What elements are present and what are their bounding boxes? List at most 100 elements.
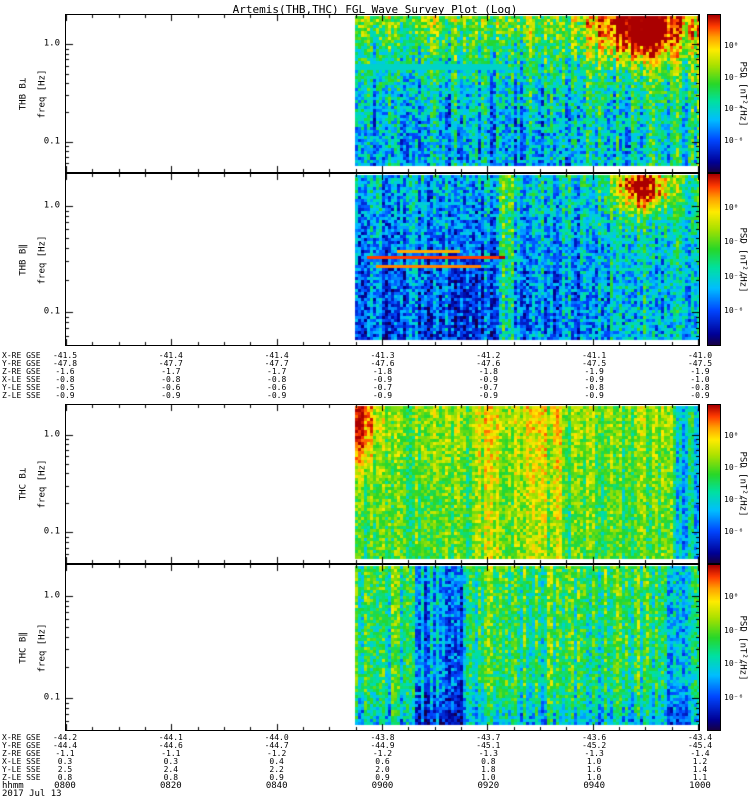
colorbar-tick-label-thc-bpar-2: 10⁻⁴ — [724, 659, 744, 669]
spectrogram-canvas-thb-bperp — [66, 15, 699, 172]
ephemeris-value-thb-4-4: -0.7 — [478, 383, 498, 392]
time-tick-label-4: 0920 — [477, 781, 500, 791]
ephemeris-value-thc-4-2: 2.2 — [269, 765, 284, 774]
ephemeris-value-thc-5-1: 0.8 — [163, 773, 179, 782]
colorbar-tick-label-thb-bpar-1: 10⁻² — [724, 237, 744, 247]
ephemeris-value-thc-4-5: 1.6 — [586, 765, 602, 774]
ephemeris-value-thc-2-5: -1.3 — [584, 749, 604, 758]
freq-axis-label-thb-bperp: freq [Hz] — [37, 69, 48, 118]
y-tick-label-thb-bperp-1: 0.1 — [43, 136, 60, 147]
ephemeris-value-thb-4-2: -0.6 — [267, 383, 287, 392]
colorbar-tick-label-thc-bpar-0: 10⁰ — [724, 592, 739, 602]
time-tick-label-1: 0820 — [159, 781, 182, 791]
spectrogram-panel-thc-bpar — [65, 564, 700, 731]
ephemeris-value-thc-1-4: -45.1 — [476, 741, 501, 750]
ephemeris-value-thc-3-6: 1.2 — [692, 757, 708, 766]
ephemeris-value-thc-3-2: 0.4 — [269, 757, 284, 766]
ephemeris-value-thb-3-3: -0.9 — [372, 375, 393, 384]
ephemeris-value-thc-5-0: 0.8 — [57, 773, 73, 782]
spectrogram-canvas-thc-bperp — [66, 405, 699, 563]
ephemeris-value-thc-0-3: -43.8 — [370, 733, 395, 742]
ephemeris-value-thc-2-3: -1.2 — [372, 749, 393, 758]
colorbar-thb-bpar — [707, 173, 721, 346]
ephemeris-value-thc-5-2: 0.9 — [269, 773, 284, 782]
freq-axis-label-thb-bpar: freq [Hz] — [37, 235, 48, 284]
ephemeris-row-label-thc-5: Z-LE SSE — [2, 773, 41, 782]
colorbar-tick-label-thc-bperp-3: 10⁻⁶ — [724, 527, 744, 536]
ephemeris-value-thc-1-1: -44.6 — [158, 741, 183, 750]
ephemeris-value-thb-2-5: -1.9 — [584, 367, 604, 376]
ephemeris-value-thc-4-3: 2.0 — [375, 765, 390, 774]
colorbar-gradient-thb-bperp — [708, 15, 720, 172]
ephemeris-value-thb-0-3: -41.3 — [370, 351, 395, 360]
ephemeris-value-thc-2-2: -1.2 — [267, 749, 287, 758]
ephemeris-value-thc-3-0: 0.3 — [57, 757, 73, 766]
ephemeris-value-thc-4-6: 1.4 — [692, 765, 708, 774]
ephemeris-value-thc-2-6: -1.4 — [690, 749, 710, 758]
colorbar-thc-bperp — [707, 404, 721, 564]
time-axis-unit-label: hhmm — [2, 781, 24, 791]
ephemeris-value-thb-0-5: -41.1 — [582, 351, 607, 360]
ephemeris-value-thb-2-4: -1.8 — [478, 367, 498, 376]
ephemeris-value-thb-4-6: -0.8 — [690, 383, 710, 392]
ephemeris-value-thc-0-5: -43.6 — [582, 733, 607, 742]
colorbar-axis-label-thc-bpar: PSD [nT²/Hz] — [737, 614, 748, 681]
ephemeris-value-thb-2-2: -1.7 — [267, 367, 287, 376]
panel-label-thc-bpar: THC B∥ — [18, 631, 29, 664]
y-tick-label-thb-bperp-0: 1.0 — [43, 38, 60, 49]
ephemeris-value-thc-1-3: -44.9 — [370, 741, 395, 750]
time-tick-label-2: 0840 — [265, 781, 288, 791]
ephemeris-value-thc-4-4: 1.8 — [481, 765, 496, 774]
ephemeris-value-thb-2-3: -1.8 — [372, 367, 393, 376]
ephemeris-row-label-thb-4: Y-LE SSE — [2, 383, 41, 392]
ephemeris-value-thc-0-4: -43.7 — [476, 733, 501, 742]
colorbar-thc-bpar — [707, 564, 721, 731]
y-tick-label-thc-bperp-1: 0.1 — [43, 526, 60, 537]
ephemeris-value-thc-1-6: -45.4 — [687, 741, 713, 750]
ephemeris-value-thb-3-6: -1.0 — [690, 375, 710, 384]
ephemeris-value-thb-1-6: -47.5 — [687, 359, 713, 368]
time-tick-label-6: 1000 — [689, 781, 711, 791]
ephemeris-value-thb-1-2: -47.7 — [264, 359, 289, 368]
ephemeris-row-label-thc-3: X-LE SSE — [2, 757, 41, 766]
ephemeris-value-thb-4-0: -0.5 — [55, 383, 75, 392]
ephemeris-value-thb-4-5: -0.8 — [584, 383, 604, 392]
ephemeris-row-label-thc-0: X-RE GSE — [2, 733, 41, 742]
ephemeris-value-thc-2-4: -1.3 — [478, 749, 498, 758]
ephemeris-value-thb-0-2: -41.4 — [264, 351, 289, 360]
ephemeris-value-thb-5-1: -0.9 — [161, 391, 181, 400]
ephemeris-value-thc-1-0: -44.4 — [52, 741, 78, 750]
ephemeris-value-thb-0-0: -41.5 — [52, 351, 78, 360]
panel-label-thc-bperp: THC B⊥ — [18, 467, 29, 501]
colorbar-tick-label-thc-bperp-1: 10⁻² — [724, 463, 744, 472]
ephemeris-value-thb-4-3: -0.7 — [372, 383, 393, 392]
ephemeris-value-thc-3-3: 0.6 — [375, 757, 390, 766]
ephemeris-row-label-thc-4: Y-LE SSE — [2, 765, 41, 774]
date-label: 2017 Jul 13 — [2, 789, 62, 799]
colorbar-tick-label-thc-bperp-0: 10⁰ — [724, 431, 739, 440]
ephemeris-value-thb-1-3: -47.6 — [370, 359, 395, 368]
ephemeris-value-thc-3-1: 0.3 — [163, 757, 179, 766]
ephemeris-row-label-thb-2: Z-RE GSE — [2, 367, 41, 376]
ephemeris-row-label-thc-1: Y-RE GSE — [2, 741, 41, 750]
y-tick-label-thc-bpar-1: 0.1 — [43, 692, 60, 703]
ephemeris-value-thc-0-2: -44.0 — [264, 733, 289, 742]
ephemeris-value-thb-1-1: -47.7 — [158, 359, 183, 368]
ephemeris-value-thc-1-5: -45.2 — [582, 741, 607, 750]
ephemeris-row-label-thb-5: Z-LE SSE — [2, 391, 41, 400]
time-tick-label-3: 0900 — [371, 781, 394, 791]
ephemeris-value-thc-0-1: -44.1 — [158, 733, 183, 742]
colorbar-tick-label-thc-bpar-3: 10⁻⁶ — [724, 692, 744, 702]
spectrogram-canvas-thb-bpar — [66, 174, 699, 345]
ephemeris-value-thc-5-5: 1.0 — [586, 773, 602, 782]
ephemeris-value-thc-5-3: 0.9 — [375, 773, 390, 782]
ephemeris-value-thb-5-0: -0.9 — [55, 391, 75, 400]
spectrogram-panel-thb-bpar — [65, 173, 700, 346]
ephemeris-row-label-thb-3: X-LE SSE — [2, 375, 41, 384]
colorbar-axis-label-thb-bperp: PSD [nT²/Hz] — [737, 60, 748, 127]
ephemeris-value-thb-3-1: -0.8 — [161, 375, 181, 384]
ephemeris-value-thb-0-6: -41.0 — [687, 351, 713, 360]
colorbar-thb-bperp — [707, 14, 721, 173]
ephemeris-value-thc-0-6: -43.4 — [687, 733, 713, 742]
